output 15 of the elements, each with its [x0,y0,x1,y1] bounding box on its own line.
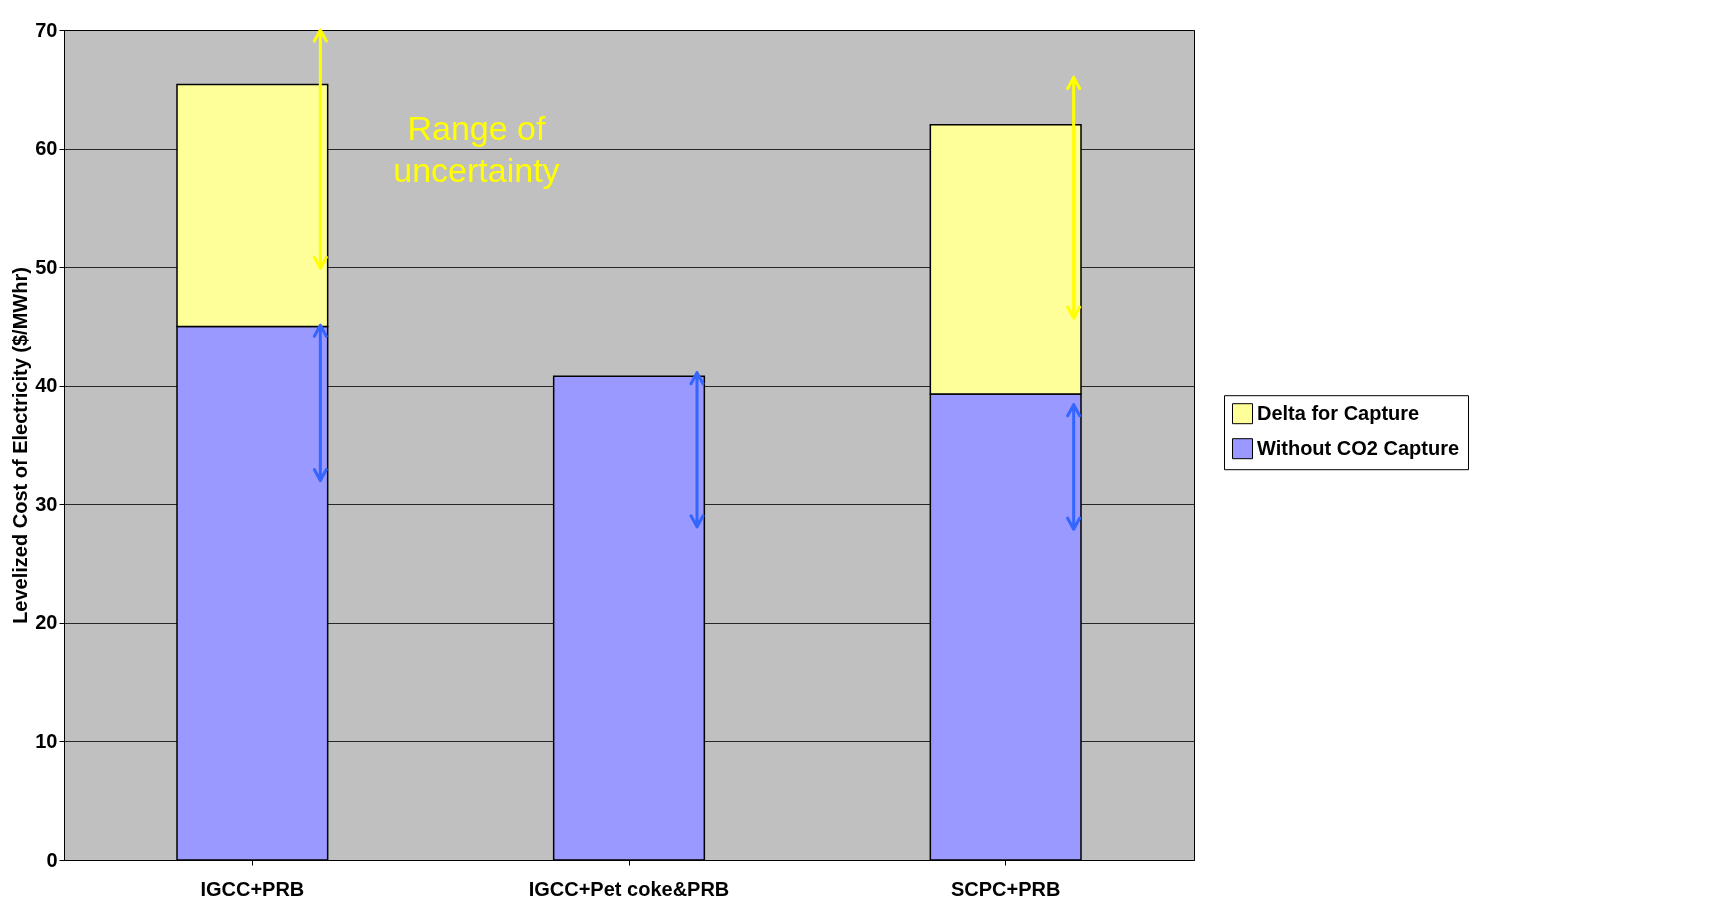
legend-label: Delta for Capture [1257,401,1420,424]
x-tick-label: SCPC+PRB [950,877,1061,900]
legend-label: Without CO2 Capture [1257,436,1460,459]
y-tick-label: 60 [35,137,58,160]
x-tick-label: IGCC+Pet coke&PRB [528,877,730,900]
y-tick-label: 0 [46,848,58,871]
y-tick-label: 50 [35,255,58,278]
y-tick-label: 40 [35,374,58,397]
y-tick-label: 20 [35,611,58,634]
y-axis-title: Levelized Cost of Electricity ($/MWhr) [9,267,32,624]
x-tick-label: IGCC+PRB [200,877,305,900]
y-tick-label: 70 [35,18,58,41]
annotation: Range of uncertainty [393,109,560,189]
y-tick-label: 30 [35,492,58,515]
y-tick-label: 10 [35,729,58,752]
